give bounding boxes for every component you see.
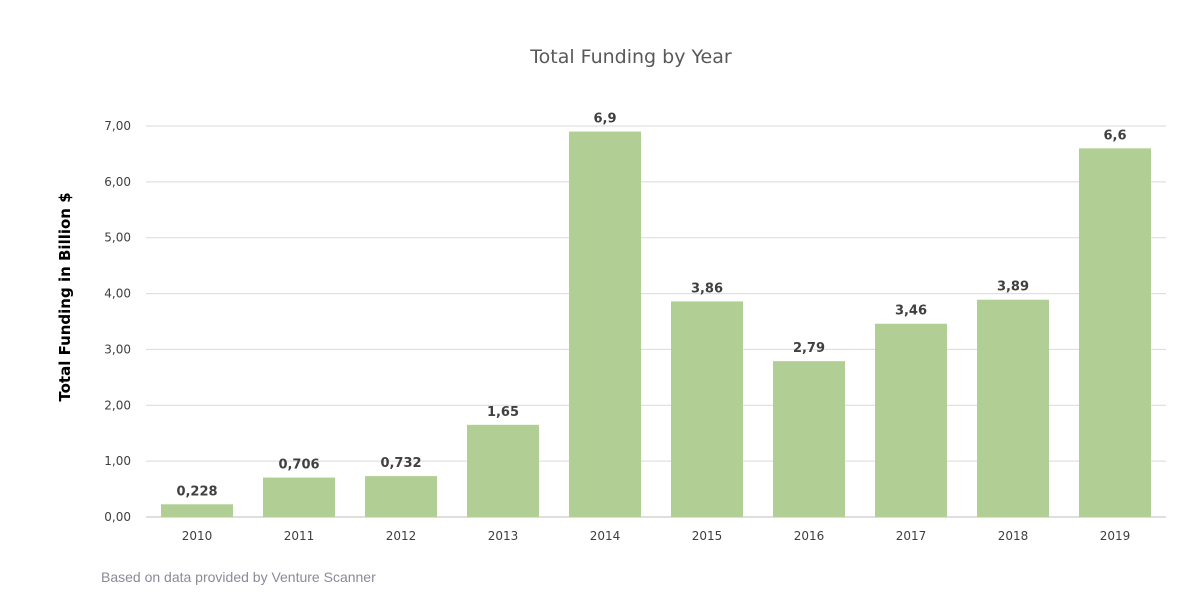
bar-2015 — [671, 301, 743, 517]
bar-2011 — [263, 477, 335, 517]
y-tick-label: 1,00 — [104, 454, 131, 468]
data-label: 0,706 — [278, 458, 319, 473]
bar-2019 — [1079, 148, 1151, 518]
data-label: 3,89 — [997, 280, 1029, 295]
x-tick-label: 2015 — [692, 529, 723, 543]
data-label: 0,732 — [380, 456, 421, 471]
data-label: 0,228 — [176, 484, 217, 499]
y-tick-label: 6,00 — [104, 175, 131, 189]
chart-title: Total Funding by Year — [529, 46, 732, 68]
y-tick-label: 4,00 — [104, 287, 131, 301]
y-tick-label: 7,00 — [104, 119, 131, 133]
y-tick-label: 5,00 — [104, 231, 131, 245]
source-note: Based on data provided by Venture Scanne… — [101, 569, 376, 585]
y-tick-label: 3,00 — [104, 342, 131, 356]
x-tick-label: 2010 — [182, 529, 213, 543]
x-tick-label: 2012 — [386, 529, 417, 543]
bar-2018 — [977, 299, 1049, 517]
data-label: 6,6 — [1103, 128, 1126, 143]
bar-2010 — [161, 504, 233, 517]
x-tick-label: 2016 — [794, 529, 825, 543]
y-axis-label: Total Funding in Billion $ — [56, 192, 74, 401]
x-tick-label: 2013 — [488, 529, 519, 543]
bar-2017 — [875, 323, 947, 517]
data-label: 3,86 — [691, 281, 723, 296]
data-label: 6,9 — [593, 112, 616, 127]
y-tick-label: 0,00 — [104, 510, 131, 524]
x-tick-label: 2019 — [1100, 529, 1131, 543]
bar-2014 — [569, 131, 641, 518]
x-tick-label: 2017 — [896, 529, 927, 543]
x-tick-label: 2018 — [998, 529, 1029, 543]
data-label: 1,65 — [487, 405, 519, 420]
data-label: 3,46 — [895, 304, 927, 319]
bar-2012 — [365, 476, 437, 517]
bar-2013 — [467, 424, 539, 517]
bar-2016 — [773, 361, 845, 517]
y-tick-label: 2,00 — [104, 398, 131, 412]
x-tick-label: 2014 — [590, 529, 621, 543]
x-tick-label: 2011 — [284, 529, 315, 543]
data-label: 2,79 — [793, 341, 825, 356]
